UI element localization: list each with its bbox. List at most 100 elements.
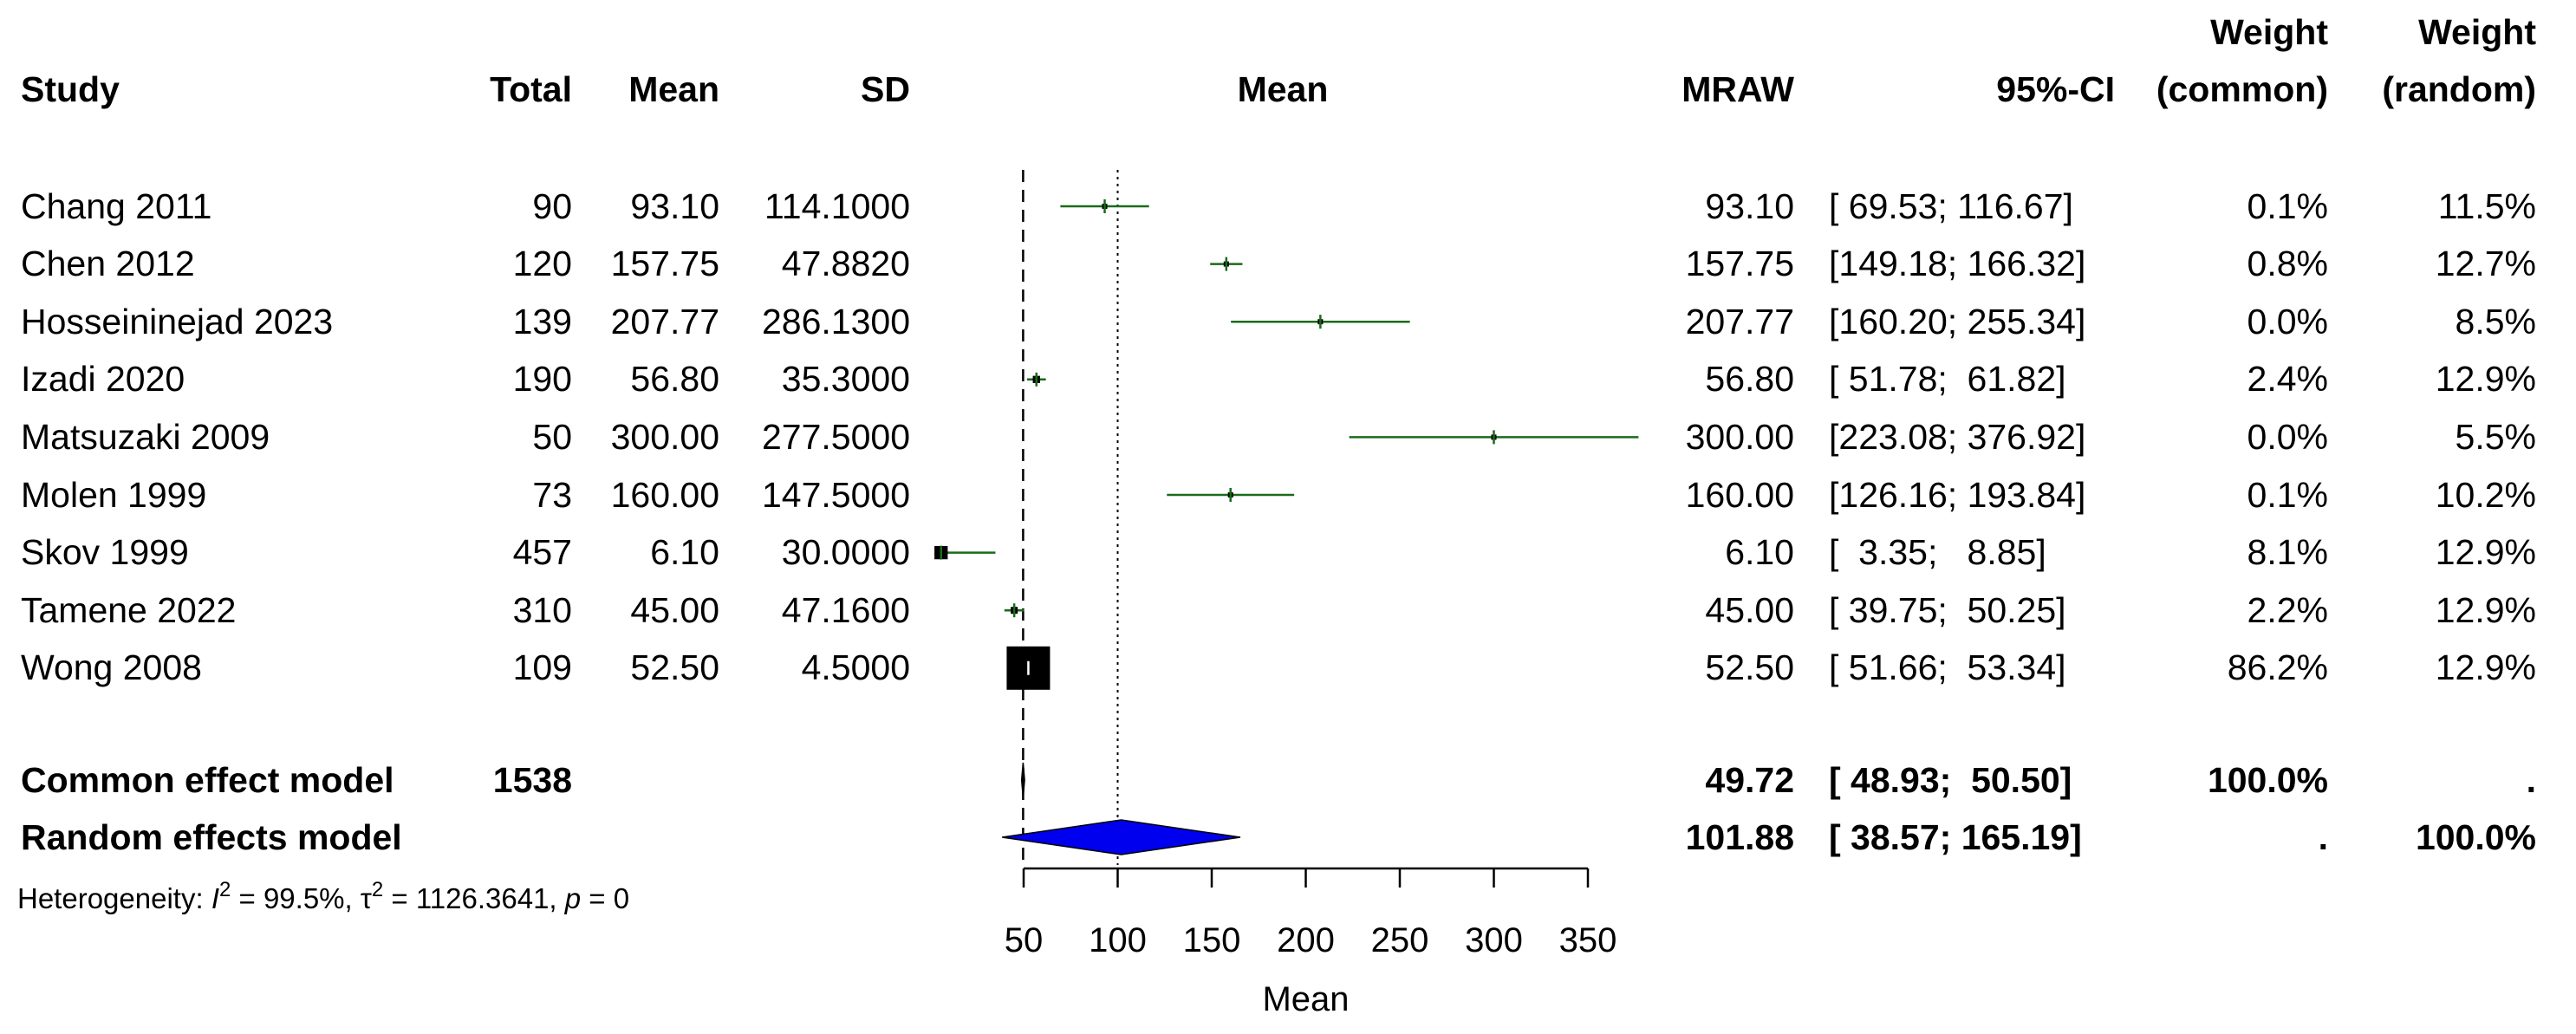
study-mean: 300.00 — [610, 416, 719, 457]
heterogeneity-statistics: Heterogeneity: I2 = 99.5%, τ2 = 1126.364… — [17, 880, 630, 914]
study-weight-common: 8.1% — [2247, 532, 2328, 573]
random-model-label: Random effects model — [21, 817, 402, 857]
study-name: Chang 2011 — [21, 185, 212, 226]
study-weight-random: 12.9% — [2435, 647, 2536, 688]
study-weight-common: 2.2% — [2247, 589, 2328, 630]
study-mean: 93.10 — [630, 185, 719, 226]
study-mraw: 93.10 — [1705, 185, 1794, 226]
common-model-weight-random: . — [2526, 760, 2536, 800]
study-mean: 52.50 — [630, 647, 719, 688]
x-axis-tick-label: 300 — [1465, 921, 1523, 959]
x-axis-tick-label: 150 — [1183, 921, 1241, 959]
common-model-ci: [ 48.93; 50.50] — [1829, 760, 2072, 800]
common-model-mraw: 49.72 — [1705, 760, 1794, 800]
study-total: 120 — [512, 244, 572, 284]
study-weight-common: 0.8% — [2247, 244, 2328, 284]
random-model-weight-common: . — [2318, 817, 2328, 857]
tau-symbol: τ — [360, 882, 372, 914]
column-header-mean: Mean — [628, 69, 719, 109]
study-weight-random: 12.9% — [2435, 359, 2536, 400]
study-mean: 6.10 — [650, 532, 719, 573]
study-weight-random: 8.5% — [2455, 301, 2536, 341]
study-total: 190 — [512, 359, 572, 400]
study-sd: 47.8820 — [781, 244, 910, 284]
study-weight-random: 5.5% — [2455, 416, 2536, 457]
column-header-sd: SD — [861, 69, 910, 109]
common-model-total: 1538 — [492, 760, 572, 800]
column-header-mraw: MRAW — [1682, 69, 1794, 109]
column-header-weight-random-line2: (random) — [2382, 69, 2536, 109]
column-header-total: Total — [490, 69, 572, 109]
study-mean: 56.80 — [630, 359, 719, 400]
column-header-ci: 95%-CI — [1996, 69, 2115, 109]
study-mraw: 45.00 — [1705, 589, 1794, 630]
i2-value: = 99.5%, — [231, 882, 361, 914]
x-axis-tick-label: 350 — [1559, 921, 1617, 959]
study-mean: 207.77 — [610, 301, 719, 341]
study-name: Tamene 2022 — [21, 589, 237, 630]
study-mraw: 52.50 — [1705, 647, 1794, 688]
study-sd: 30.0000 — [781, 532, 910, 573]
x-axis-tick-label: 200 — [1277, 921, 1335, 959]
x-axis-label: Mean — [1262, 980, 1349, 1018]
tau-exponent: 2 — [371, 878, 384, 901]
study-weight-random: 12.9% — [2435, 589, 2536, 630]
study-ci: [149.18; 166.32] — [1829, 244, 2086, 284]
study-mraw: 6.10 — [1725, 532, 1794, 573]
common-model-label: Common effect model — [21, 760, 394, 800]
i2-exponent: 2 — [218, 878, 231, 901]
study-weight-random: 10.2% — [2435, 474, 2536, 515]
common-model-weight-common: 100.0% — [2207, 760, 2328, 800]
study-ci: [223.08; 376.92] — [1829, 416, 2086, 457]
random-effects-diamond — [1002, 819, 1241, 855]
study-name: Chen 2012 — [21, 244, 195, 284]
study-name: Hosseininejad 2023 — [21, 301, 334, 341]
heterogeneity-prefix: Heterogeneity: — [17, 882, 211, 914]
study-total: 50 — [532, 416, 572, 457]
study-weight-common: 0.0% — [2247, 301, 2328, 341]
study-mean: 160.00 — [610, 474, 719, 515]
study-sd: 114.1000 — [764, 185, 910, 226]
study-ci: [ 69.53; 116.67] — [1829, 185, 2073, 226]
p-symbol: p — [564, 882, 582, 914]
study-name: Izadi 2020 — [21, 359, 185, 400]
study-weight-common: 0.1% — [2247, 185, 2328, 226]
column-header-weight-common-line2: (common) — [2156, 69, 2328, 109]
x-axis-tick-label: 250 — [1371, 921, 1429, 959]
study-sd: 277.5000 — [761, 416, 910, 457]
study-name: Wong 2008 — [21, 647, 202, 688]
study-sd: 35.3000 — [781, 359, 910, 400]
study-total: 90 — [532, 185, 572, 226]
study-sd: 47.1600 — [781, 589, 910, 630]
study-mraw: 157.75 — [1685, 244, 1794, 284]
study-name: Matsuzaki 2009 — [21, 416, 270, 457]
common-effect-diamond — [1020, 762, 1025, 798]
study-sd: 4.5000 — [801, 647, 910, 688]
random-model-weight-random: 100.0% — [2415, 817, 2536, 857]
study-total: 139 — [512, 301, 572, 341]
study-mraw: 56.80 — [1705, 359, 1794, 400]
study-name: Molen 1999 — [21, 474, 207, 515]
random-model-ci: [ 38.57; 165.19] — [1829, 817, 2082, 857]
study-total: 109 — [512, 647, 572, 688]
tau-value: = 1126.3641, — [383, 882, 565, 914]
study-weight-common: 2.4% — [2247, 359, 2328, 400]
study-total: 73 — [532, 474, 572, 515]
study-mean: 157.75 — [610, 244, 719, 284]
study-weight-random: 12.7% — [2435, 244, 2536, 284]
column-header-weight-common-line1: Weight — [2210, 12, 2328, 52]
study-sd: 286.1300 — [761, 301, 910, 341]
study-ci: [ 3.35; 8.85] — [1829, 532, 2046, 573]
study-weight-common: 86.2% — [2227, 647, 2328, 688]
p-value: = 0 — [581, 882, 630, 914]
random-model-mraw: 101.88 — [1685, 817, 1794, 857]
i2-symbol: I — [211, 882, 219, 914]
study-ci: [ 39.75; 50.25] — [1829, 589, 2066, 630]
study-weight-random: 11.5% — [2437, 185, 2536, 226]
study-ci: [126.16; 193.84] — [1829, 474, 2086, 515]
study-ci: [160.20; 255.34] — [1829, 301, 2086, 341]
study-ci: [ 51.78; 61.82] — [1829, 359, 2066, 400]
study-name: Skov 1999 — [21, 532, 189, 573]
study-weight-common: 0.1% — [2247, 474, 2328, 515]
